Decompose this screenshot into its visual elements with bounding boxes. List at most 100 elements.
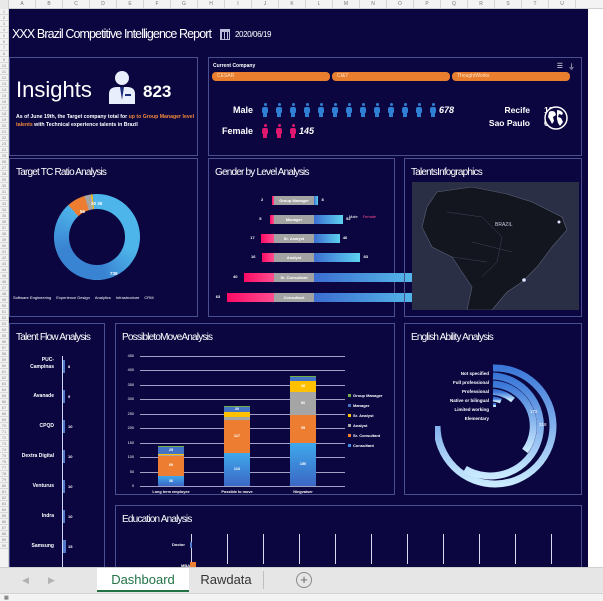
column-header[interactable]: M: [333, 0, 360, 9]
column-header[interactable]: F: [144, 0, 171, 9]
row-header[interactable]: 21: [0, 129, 8, 135]
row-header[interactable]: 1: [0, 9, 8, 15]
row-header[interactable]: 58: [0, 351, 8, 357]
column-header[interactable]: B: [36, 0, 63, 9]
radial-bar-chart[interactable]: 172 318: [435, 364, 575, 489]
row-header[interactable]: 72: [0, 435, 8, 441]
row-header[interactable]: 26: [0, 159, 8, 165]
column-header[interactable]: A: [9, 0, 36, 9]
multi-select-icon[interactable]: ☰: [556, 63, 563, 70]
row-header[interactable]: 25: [0, 153, 8, 159]
row-header[interactable]: 11: [0, 69, 8, 75]
row-header[interactable]: 47: [0, 285, 8, 291]
row-header[interactable]: 16: [0, 99, 8, 105]
row-header[interactable]: 78: [0, 471, 8, 477]
tab-dashboard[interactable]: Dashboard: [97, 568, 189, 592]
row-header[interactable]: 52: [0, 315, 8, 321]
column-header[interactable]: N: [360, 0, 387, 9]
row-header[interactable]: 5: [0, 33, 8, 39]
row-header[interactable]: 39: [0, 237, 8, 243]
row-header[interactable]: 81: [0, 489, 8, 495]
row-header[interactable]: 54: [0, 327, 8, 333]
row-header[interactable]: 14: [0, 87, 8, 93]
row-header[interactable]: 71: [0, 429, 8, 435]
row-header[interactable]: 48: [0, 291, 8, 297]
clear-filter-icon[interactable]: ⏚: [568, 64, 575, 71]
row-header[interactable]: 79: [0, 477, 8, 483]
row-header[interactable]: 43: [0, 261, 8, 267]
column-header[interactable]: J: [252, 0, 279, 9]
add-sheet-button[interactable]: +: [296, 572, 312, 588]
row-header[interactable]: 75: [0, 453, 8, 459]
stacked-bar[interactable]: 113 117 20: [224, 356, 250, 486]
empty-cells[interactable]: [588, 9, 603, 567]
row-header[interactable]: 83: [0, 501, 8, 507]
row-header[interactable]: 10: [0, 63, 8, 69]
row-header[interactable]: 9: [0, 57, 8, 63]
row-header[interactable]: 86: [0, 519, 8, 525]
column-header[interactable]: H: [198, 0, 225, 9]
row-header[interactable]: 65: [0, 393, 8, 399]
stacked-bar[interactable]: 36 69 25: [158, 356, 184, 486]
row-header[interactable]: 27: [0, 165, 8, 171]
column-header[interactable]: C: [63, 0, 90, 9]
row-header[interactable]: 53: [0, 321, 8, 327]
row-header[interactable]: 3: [0, 21, 8, 27]
row-header[interactable]: 82: [0, 495, 8, 501]
column-header[interactable]: K: [279, 0, 306, 9]
row-header[interactable]: 87: [0, 525, 8, 531]
column-header[interactable]: L: [306, 0, 333, 9]
row-header[interactable]: 50: [0, 303, 8, 309]
row-header[interactable]: 28: [0, 171, 8, 177]
row-header[interactable]: 64: [0, 387, 8, 393]
row-header[interactable]: 51: [0, 309, 8, 315]
row-header[interactable]: 56: [0, 339, 8, 345]
row-header[interactable]: 37: [0, 225, 8, 231]
prev-sheet-icon[interactable]: ◀: [22, 575, 29, 585]
slicer-option-cit[interactable]: CI&T: [332, 72, 450, 81]
brazil-map[interactable]: BRAZIL: [412, 182, 579, 310]
row-header[interactable]: 38: [0, 231, 8, 237]
column-header[interactable]: E: [117, 0, 144, 9]
row-header[interactable]: 2: [0, 15, 8, 21]
row-header[interactable]: 69: [0, 417, 8, 423]
slicer-option-thoughtworks[interactable]: ThoughtWorks: [452, 72, 570, 81]
row-header[interactable]: 55: [0, 333, 8, 339]
row-header[interactable]: 44: [0, 267, 8, 273]
row-header[interactable]: 34: [0, 207, 8, 213]
column-header[interactable]: P: [414, 0, 441, 9]
row-header[interactable]: 67: [0, 405, 8, 411]
row-header[interactable]: 74: [0, 447, 8, 453]
column-header[interactable]: R: [468, 0, 495, 9]
row-header[interactable]: 31: [0, 189, 8, 195]
row-header[interactable]: 89: [0, 537, 8, 543]
row-header[interactable]: 12: [0, 75, 8, 81]
row-header[interactable]: 17: [0, 105, 8, 111]
column-header[interactable]: T: [522, 0, 549, 9]
row-header[interactable]: 40: [0, 243, 8, 249]
row-header[interactable]: 88: [0, 531, 8, 537]
column-header[interactable]: D: [90, 0, 117, 9]
row-header[interactable]: 15: [0, 93, 8, 99]
row-header[interactable]: 59: [0, 357, 8, 363]
stacked-bar[interactable]: 150 95 80 38: [290, 356, 316, 486]
row-header[interactable]: 68: [0, 411, 8, 417]
row-header[interactable]: 33: [0, 201, 8, 207]
slicer-option-cesar[interactable]: CESAR: [212, 72, 330, 81]
row-header[interactable]: 62: [0, 375, 8, 381]
tab-rawdata[interactable]: Rawdata: [200, 572, 252, 587]
row-header[interactable]: 13: [0, 81, 8, 87]
row-header[interactable]: 18: [0, 111, 8, 117]
row-header[interactable]: 49: [0, 297, 8, 303]
row-header[interactable]: 6: [0, 39, 8, 45]
row-header[interactable]: 42: [0, 255, 8, 261]
row-header[interactable]: 22: [0, 135, 8, 141]
column-header[interactable]: I: [225, 0, 252, 9]
row-header[interactable]: 19: [0, 117, 8, 123]
row-header[interactable]: 32: [0, 195, 8, 201]
row-header[interactable]: 85: [0, 513, 8, 519]
column-header[interactable]: G: [171, 0, 198, 9]
row-header[interactable]: 45: [0, 273, 8, 279]
row-header[interactable]: 24: [0, 147, 8, 153]
row-header[interactable]: 46: [0, 279, 8, 285]
